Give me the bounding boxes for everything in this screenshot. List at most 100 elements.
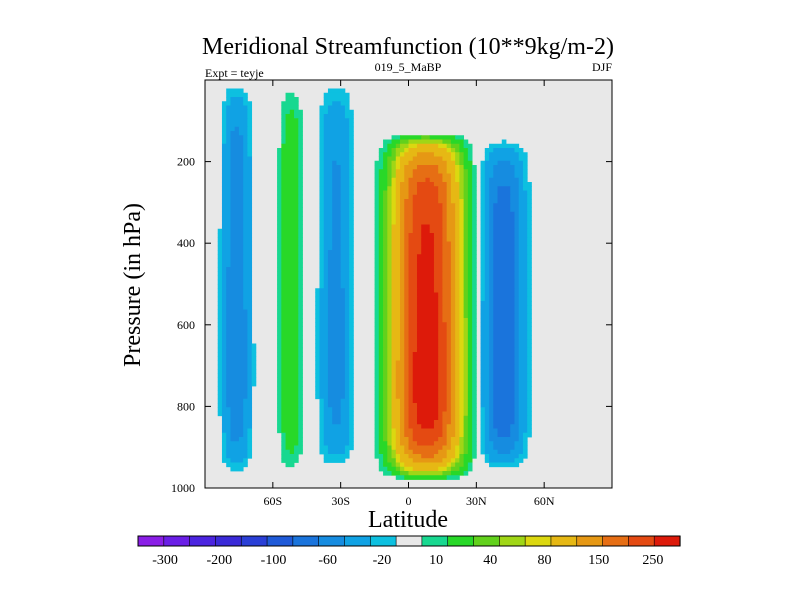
contour-cell: [450, 394, 456, 400]
contour-cell: [421, 424, 435, 429]
contour-cell: [298, 398, 303, 404]
contour-cell: [298, 250, 303, 255]
contour-cell: [298, 343, 303, 349]
contour-cell: [408, 309, 418, 315]
contour-cell: [489, 190, 498, 196]
contour-cell: [489, 322, 494, 327]
contour-cell: [374, 377, 380, 383]
contour-cell: [408, 420, 418, 425]
contour-cell: [416, 330, 439, 336]
contour-cell: [472, 233, 477, 238]
contour-cell: [315, 381, 320, 387]
contour-cell: [433, 420, 443, 425]
contour-cell: [527, 207, 532, 213]
contour-cell: [442, 309, 452, 315]
contour-cell: [400, 322, 405, 327]
colorbar-swatch: [163, 535, 191, 547]
contour-cell: [433, 279, 443, 285]
contour-cell: [450, 390, 456, 395]
experiment-label: Expt = teyje: [205, 66, 264, 80]
contour-cell: [400, 352, 405, 357]
contour-cell: [383, 356, 388, 361]
contour-cell: [467, 194, 473, 200]
contour-cell: [226, 386, 248, 391]
contour-cell: [349, 381, 354, 387]
contour-cell: [349, 224, 354, 230]
contour-cell: [395, 369, 405, 374]
contour-cell: [277, 245, 282, 251]
contour-cell: [497, 199, 511, 204]
contour-cell: [323, 97, 350, 102]
contour-cell: [285, 432, 299, 438]
contour-cell: [480, 390, 490, 395]
contour-cell: [518, 454, 528, 459]
contour-cell: [489, 203, 494, 208]
contour-cell: [230, 173, 244, 179]
contour-cell: [349, 135, 354, 140]
colorbar-swatch: [318, 535, 346, 547]
contour-cell: [374, 313, 380, 319]
contour-cell: [514, 211, 520, 217]
contour-cell: [463, 182, 469, 187]
contour-cell: [489, 398, 494, 404]
contour-cell: [459, 186, 465, 191]
contour-cell: [281, 326, 299, 332]
contour-cell: [289, 109, 295, 115]
contour-cell: [221, 114, 227, 119]
contour-cell: [374, 262, 380, 268]
contour-cell: [493, 309, 515, 315]
contour-cell: [480, 420, 486, 425]
contour-cell: [518, 313, 528, 319]
contour-cell: [400, 330, 405, 336]
contour-cell: [404, 352, 409, 357]
contour-cell: [226, 445, 248, 451]
contour-cell: [408, 292, 418, 298]
contour-cell: [319, 369, 329, 374]
contour-cell: [518, 258, 528, 264]
contour-cell: [480, 211, 486, 217]
contour-cell: [450, 292, 456, 298]
contour-cell: [281, 309, 299, 315]
contour-cell: [378, 458, 384, 463]
contour-cell: [378, 318, 384, 323]
contour-cell: [319, 190, 325, 196]
contour-cell: [243, 428, 248, 434]
contour-cell: [374, 411, 380, 417]
contour-cell: [230, 194, 244, 200]
contour-cell: [281, 424, 299, 429]
contour-cell: [277, 352, 282, 357]
contour-cell: [383, 241, 388, 247]
colorbar-label: -300: [152, 553, 178, 568]
contour-cell: [323, 420, 333, 425]
contour-cell: [340, 407, 350, 412]
contour-cell: [383, 339, 388, 344]
contour-cell: [467, 233, 473, 238]
contour-cell: [298, 126, 303, 132]
contour-cell: [408, 279, 418, 285]
contour-cell: [221, 377, 227, 383]
contour-cell: [344, 381, 350, 387]
contour-cell: [243, 169, 253, 174]
contour-cell: [493, 292, 515, 298]
contour-cell: [319, 245, 325, 251]
contour-cell: [378, 356, 384, 361]
contour-cell: [221, 318, 227, 323]
contour-cell: [463, 254, 469, 259]
contour-cell: [319, 377, 329, 383]
contour-cell: [400, 143, 409, 149]
contour-cell: [489, 254, 494, 259]
contour-cell: [446, 160, 456, 166]
contour-cell: [400, 262, 405, 268]
contour-cell: [374, 335, 380, 340]
contour-cell: [243, 165, 253, 170]
contour-cell: [408, 471, 443, 476]
contour-cell: [374, 343, 380, 349]
contour-cell: [247, 445, 253, 451]
contour-cell: [404, 207, 414, 213]
contour-cell: [391, 199, 397, 204]
contour-cell: [416, 182, 435, 187]
contour-cell: [319, 262, 325, 268]
contour-cell: [319, 288, 329, 293]
contour-cell: [226, 318, 248, 323]
